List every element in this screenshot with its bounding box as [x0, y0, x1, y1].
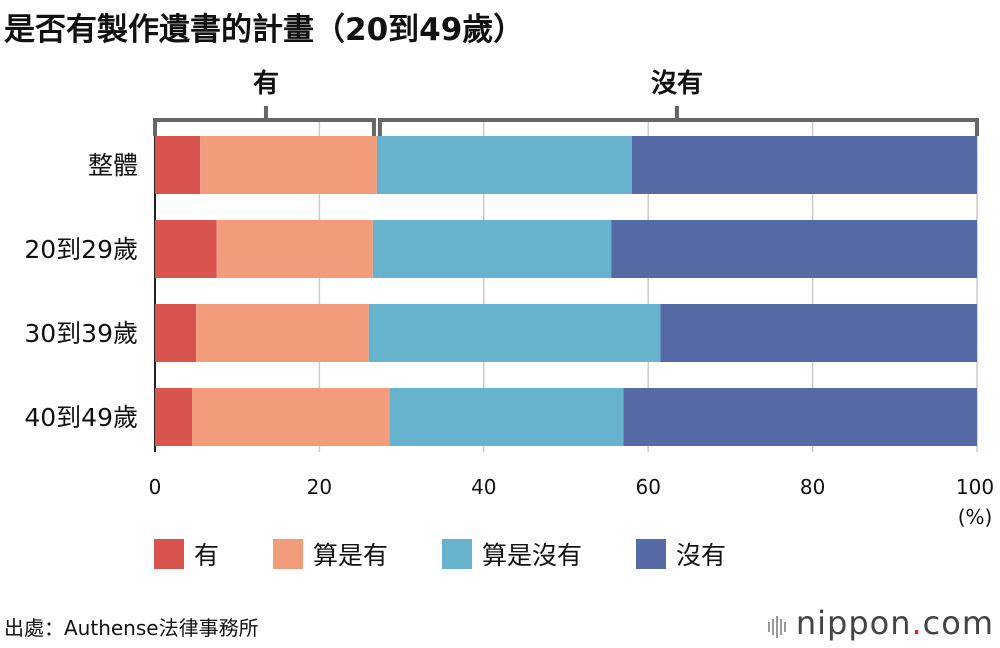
x-tick-label: 60	[635, 475, 660, 499]
group-label-no: 沒有	[651, 69, 703, 99]
bars	[155, 136, 977, 446]
category-labels: 整體 20到29歲 30到39歲 40到49歲	[24, 151, 138, 432]
bar-segment	[155, 220, 217, 278]
legend-swatch	[154, 539, 184, 569]
chart-title: 是否有製作遺書的計畫（20到49歲）	[4, 12, 525, 48]
bar-segment	[376, 136, 632, 194]
source-note: 出處：Authense法律事務所	[4, 616, 259, 640]
category-label: 20到29歲	[24, 235, 138, 264]
group-brackets: 有 沒有	[153, 69, 979, 136]
legend-item: 算是有	[273, 536, 388, 572]
bar-segment	[372, 220, 612, 278]
bar-segment	[200, 136, 377, 194]
bar-segment	[623, 388, 977, 446]
bar-segment	[660, 304, 977, 362]
bar-segment	[155, 304, 197, 362]
category-label: 40到49歲	[24, 403, 138, 432]
brand-bars-icon	[767, 606, 788, 644]
bar-segment	[631, 136, 977, 194]
bar-segment	[216, 220, 373, 278]
legend-label: 沒有	[676, 541, 727, 570]
category-label: 整體	[88, 151, 138, 180]
x-tick-label: 100	[956, 475, 994, 499]
legend-swatch	[273, 539, 304, 569]
category-label: 30到39歲	[24, 319, 138, 348]
bar-segment	[611, 220, 977, 278]
bar-segment	[368, 304, 661, 362]
bar-segment	[191, 388, 390, 446]
legend-label: 算是沒有	[482, 541, 583, 570]
brand-suffix: com	[922, 604, 994, 642]
brand-name: nippon	[795, 604, 912, 642]
brand-dot: .	[911, 604, 923, 642]
legend-label: 算是有	[313, 541, 389, 570]
x-unit-label: (%)	[958, 505, 993, 529]
legend-label: 有	[194, 541, 220, 570]
bar-segment	[196, 304, 369, 362]
legend-swatch	[442, 539, 473, 569]
bar-segment	[155, 136, 201, 194]
bracket-no	[377, 118, 979, 136]
bar-segment	[389, 388, 624, 446]
stacked-bar-chart: 有 沒有 整體 20到29歲 30到39歲 40到49歲 0 20 40 60 80 100 (%)	[24, 69, 994, 529]
legend: 有 算是有 算是沒有 沒有	[154, 536, 780, 572]
brand-logo: nippon.com	[767, 604, 994, 644]
legend-swatch	[636, 539, 667, 569]
x-tick-label: 80	[800, 475, 825, 499]
x-tick-label: 40	[471, 475, 496, 499]
legend-item: 沒有	[636, 536, 726, 572]
x-tick-label: 20	[307, 475, 332, 499]
legend-item: 有	[154, 536, 219, 572]
x-tick-label: 0	[149, 475, 162, 499]
group-label-yes: 有	[253, 69, 279, 99]
bracket-yes	[153, 118, 376, 136]
bar-segment	[155, 388, 192, 446]
x-axis-ticks: 0 20 40 60 80 100 (%)	[149, 475, 994, 529]
legend-item: 算是沒有	[442, 536, 582, 572]
